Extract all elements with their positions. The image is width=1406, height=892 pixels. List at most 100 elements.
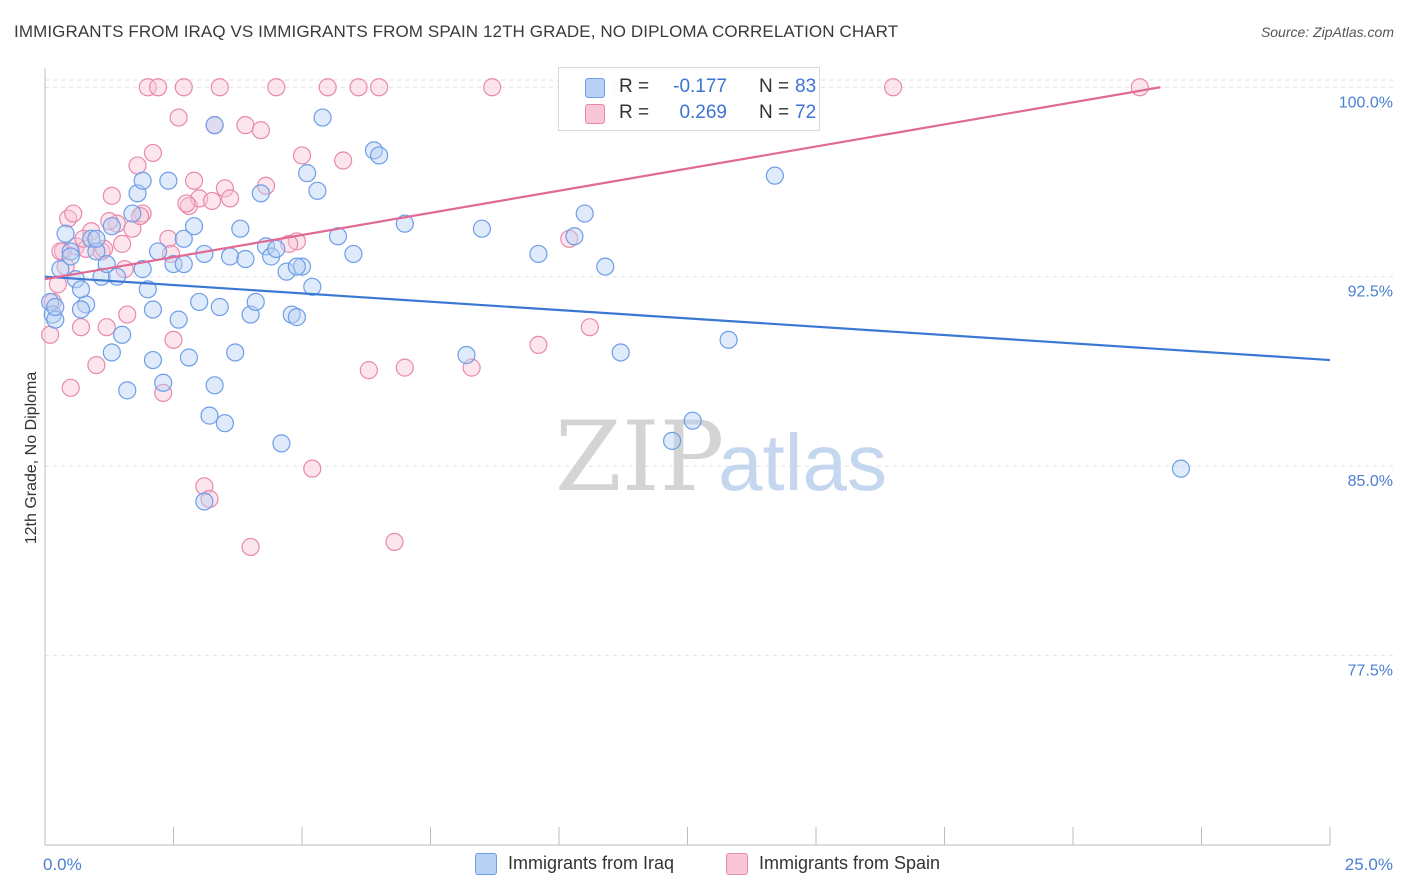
iraq-point (765, 166, 784, 185)
spain-point (148, 78, 168, 97)
iraq-point (164, 254, 183, 274)
spain-point (236, 116, 255, 135)
iraq-point (662, 431, 682, 450)
spain-point (61, 378, 80, 397)
tick-labels: 100.0% 92.5% 85.0% 77.5% 0.0% 25.0% (43, 94, 1393, 874)
iraq-point (112, 325, 132, 344)
spain-point (164, 330, 183, 349)
y-tick-label: 92.5% (1348, 284, 1393, 301)
iraq-point (56, 224, 75, 243)
iraq-point (565, 227, 584, 246)
iraq-point (272, 434, 291, 453)
iraq-point (123, 204, 142, 223)
iraq-point (370, 146, 389, 165)
spain-point (100, 212, 119, 231)
bottom-legend-iraq: Immigrants from Iraq (475, 852, 715, 876)
spain-point (200, 489, 219, 509)
spain-point (169, 108, 188, 127)
bottom-legend-swatch-iraq (475, 853, 497, 875)
iraq-point (282, 305, 301, 324)
spain-point (118, 305, 137, 324)
spain-point (179, 196, 199, 216)
spain-point (560, 229, 579, 248)
iraq-point (179, 348, 199, 367)
iraq-point (46, 297, 65, 317)
spain-point (395, 358, 414, 377)
spain-point (87, 355, 106, 375)
legend-r-value: 0.269 (679, 102, 727, 123)
iraq-point (169, 310, 188, 329)
spain-trend-line (44, 86, 1161, 281)
spain-point (267, 78, 286, 97)
iraq-point (174, 229, 193, 248)
iraq-point (184, 217, 204, 236)
iraq-point (472, 219, 491, 238)
bottom-legend-label-iraq: Immigrants from Iraq (508, 853, 675, 873)
spain-point (138, 78, 157, 97)
bottom-legend-label-spain: Immigrants from Spain (759, 853, 941, 873)
y-tick-label: 85.0% (1348, 473, 1393, 490)
iraq-point (159, 171, 178, 190)
spain-point (251, 121, 270, 140)
iraq-point (46, 310, 65, 329)
iraq-point (190, 292, 209, 312)
iraq-point (303, 277, 322, 296)
iraq-point (154, 373, 173, 392)
y-tick-label: 77.5% (1348, 663, 1393, 680)
spain-point (349, 78, 368, 97)
iraq-point (287, 257, 306, 276)
spain-point (215, 179, 234, 198)
iraq-point (298, 164, 317, 183)
legend-n-label: N = (759, 76, 790, 97)
spain-point (97, 318, 116, 337)
iraq-point (195, 492, 214, 511)
iraq-point (61, 242, 80, 261)
spain-point (580, 318, 599, 337)
grid-lines (45, 79, 1395, 657)
legend-swatch-iraq (585, 78, 605, 98)
spain-point (133, 204, 152, 223)
legend-swatch-spain (585, 104, 605, 124)
series-spain-points (41, 78, 1149, 557)
iraq-point (210, 297, 229, 317)
source-label: Source: ZipAtlas.com (1260, 24, 1394, 40)
iraq-point (148, 242, 168, 261)
spain-point (303, 459, 322, 478)
iraq-point (308, 181, 327, 200)
spain-point (48, 275, 67, 294)
spain-point (370, 78, 389, 97)
iraq-point (174, 254, 193, 274)
bottom-legend-spain: Immigrants from Spain (726, 852, 986, 876)
iraq-point (611, 343, 630, 362)
iraq-point (596, 257, 615, 276)
iraq-point (251, 184, 270, 203)
iraq-point (77, 295, 96, 314)
iraq-point (1171, 459, 1191, 478)
legend-n-label: N = (759, 102, 790, 123)
iraq-trend-line (44, 275, 1331, 362)
spain-point (292, 146, 312, 165)
spain-point (359, 361, 378, 380)
spain-point (334, 151, 353, 170)
iraq-point (457, 345, 476, 365)
spain-point (154, 383, 173, 402)
spain-point (112, 234, 132, 253)
iraq-point (683, 411, 702, 430)
iraq-point (200, 406, 219, 425)
chart-title: IMMIGRANTS FROM IRAQ VS IMMIGRANTS FROM … (14, 22, 899, 41)
legend-r-value: -0.177 (673, 76, 727, 97)
spain-point (184, 171, 204, 190)
iraq-point (287, 308, 306, 327)
iraq-point (231, 219, 250, 238)
legend-n-value: 72 (795, 102, 817, 123)
legend-r-label: R = (619, 76, 650, 97)
iraq-point (575, 204, 594, 223)
spain-point (177, 194, 196, 213)
spain-point (1130, 78, 1149, 97)
spain-point (41, 325, 60, 344)
watermark-zip: ZIP (555, 401, 724, 513)
iraq-point (102, 217, 121, 236)
iraq-point (529, 244, 548, 264)
iraq-point (102, 343, 121, 362)
